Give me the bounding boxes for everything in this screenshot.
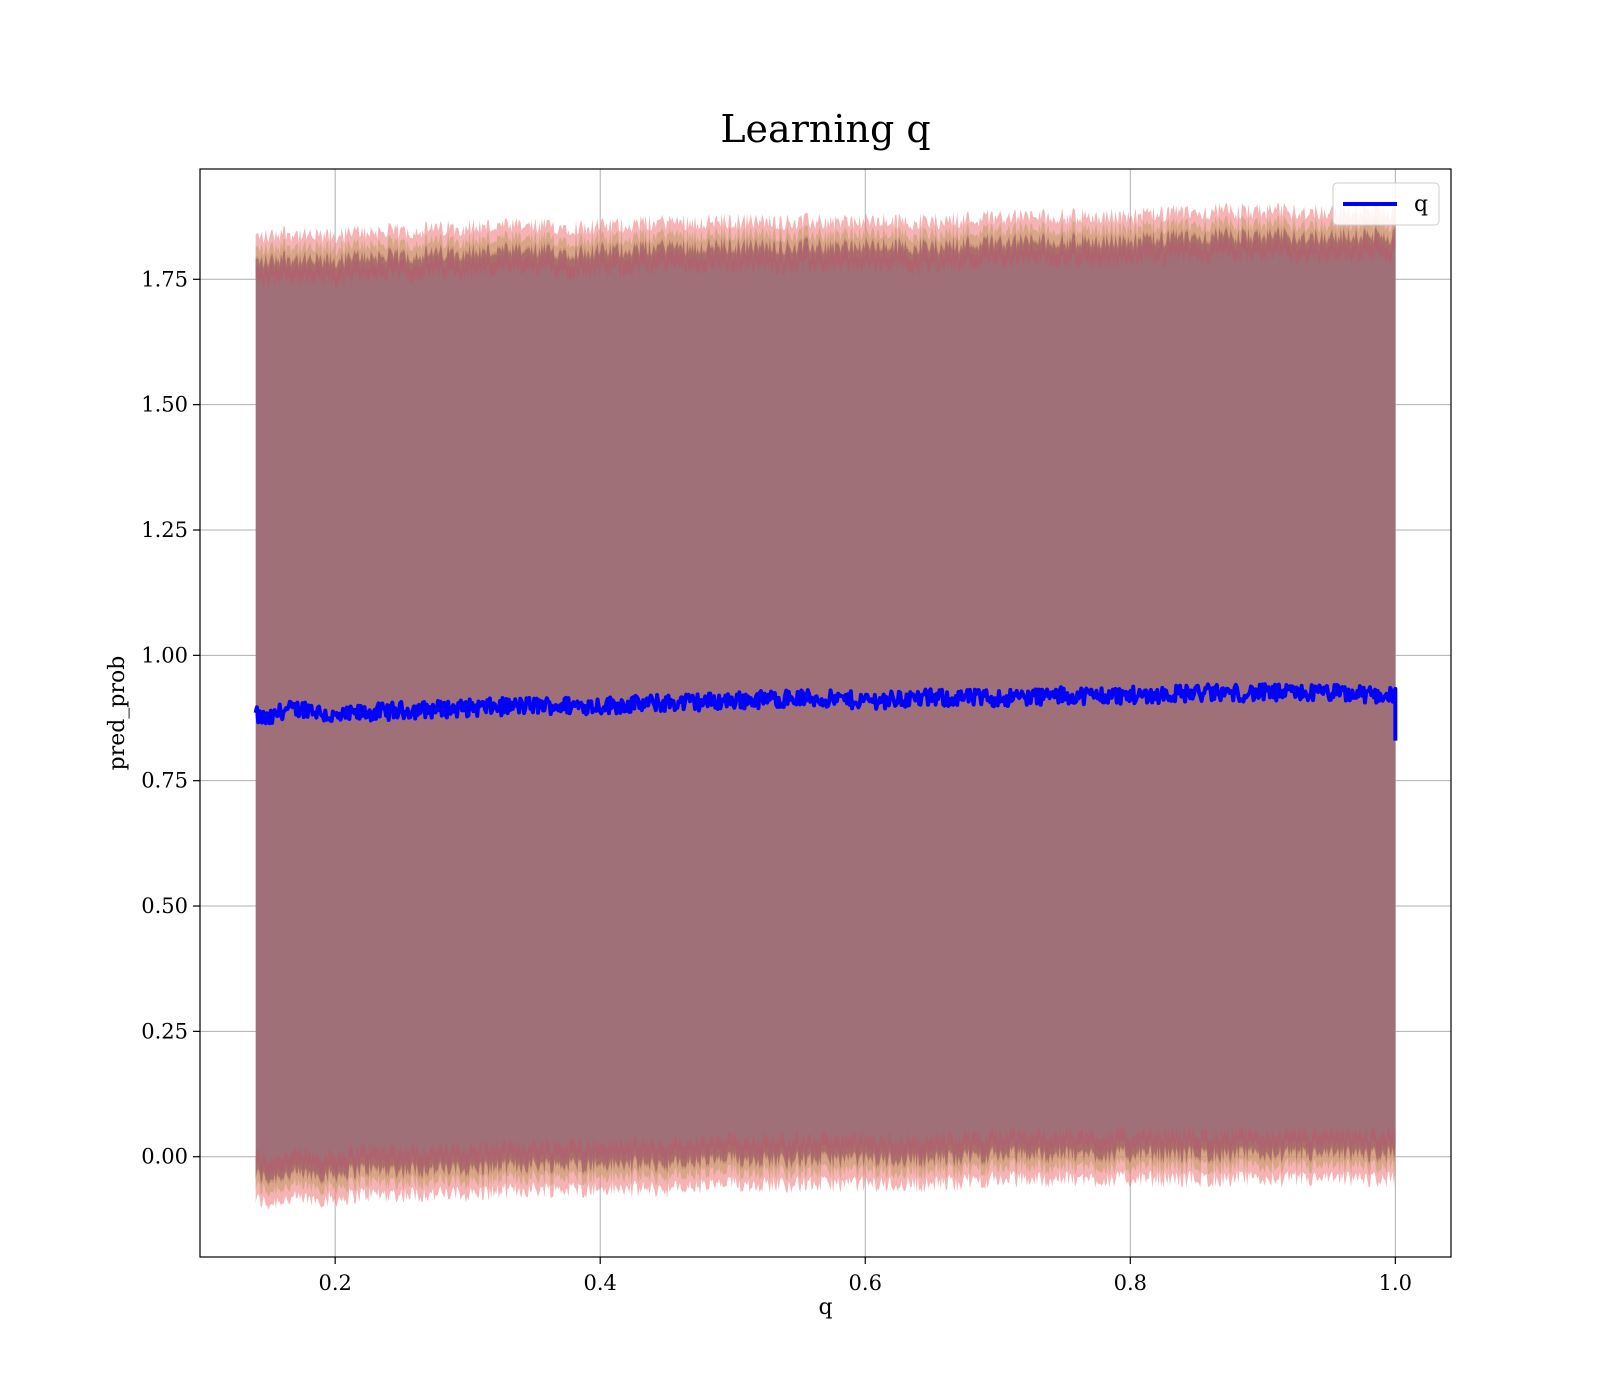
y-tick-label: 1.25: [141, 518, 188, 542]
x-tick-label: 0.4: [584, 1271, 617, 1295]
chart-title: Learning q: [720, 107, 930, 151]
x-tick-label: 1.0: [1379, 1271, 1412, 1295]
x-axis-ticks: 0.2 0.4 0.6 0.8 1.0: [318, 1257, 1412, 1295]
plot-frame: [199, 168, 1452, 1258]
y-tick-label: 0.00: [141, 1145, 188, 1169]
y-tick-label: 0.75: [141, 769, 188, 793]
x-axis-label: q: [818, 1295, 832, 1320]
y-axis-ticks: 0.00 0.25 0.50 0.75 1.00 1.25 1.50 1.75: [141, 267, 200, 1169]
series-lines: [253, 682, 1398, 741]
x-tick-label: 0.6: [849, 1271, 882, 1295]
x-tick-label: 0.8: [1114, 1271, 1147, 1295]
series-line-q: [253, 682, 1398, 741]
y-axis-label: pred_prob: [105, 656, 130, 771]
band-edge-inner: [255, 227, 1396, 289]
legend-label-q: q: [1414, 192, 1428, 217]
band-edge-inner: [255, 1125, 1396, 1185]
y-tick-label: 0.25: [141, 1019, 188, 1043]
legend: q: [1332, 182, 1440, 226]
y-tick-label: 1.00: [141, 643, 188, 667]
x-tick-label: 0.2: [318, 1271, 351, 1295]
y-tick-label: 0.50: [141, 894, 188, 918]
y-tick-label: 1.50: [141, 393, 188, 417]
y-tick-label: 1.75: [141, 267, 188, 291]
